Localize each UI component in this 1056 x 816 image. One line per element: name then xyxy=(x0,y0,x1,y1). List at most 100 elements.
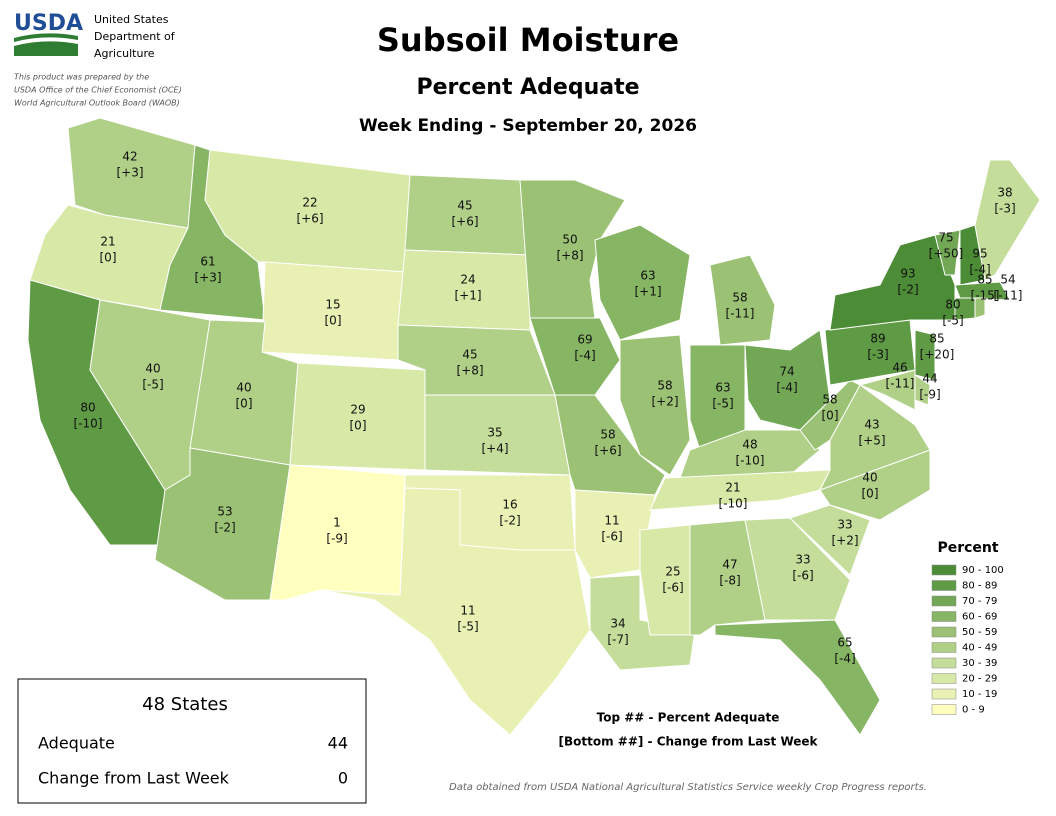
disclaimer: World Agricultural Outlook Board (WAOB) xyxy=(14,99,180,108)
state-change: [-5] xyxy=(142,378,163,392)
legend-label: 80 - 89 xyxy=(962,581,997,592)
summary-value: 44 xyxy=(328,734,348,753)
state-value: 40 xyxy=(236,381,251,395)
agency-line: Department of xyxy=(94,30,176,43)
state-change: [-6] xyxy=(662,581,683,595)
legend-label: 0 - 9 xyxy=(962,705,985,716)
state-change: [0] xyxy=(350,419,367,433)
summary-label: Adequate xyxy=(38,734,115,753)
legend-label: 60 - 69 xyxy=(962,612,997,623)
state-change: [-5] xyxy=(712,397,733,411)
state-change: [+3] xyxy=(116,166,143,180)
title: Subsoil Moisture xyxy=(377,21,679,59)
legend-swatch xyxy=(931,704,957,715)
legend-label: 20 - 29 xyxy=(962,674,997,685)
state-change: [+8] xyxy=(456,364,483,378)
state-change: [-5] xyxy=(942,314,963,328)
state xyxy=(714,619,881,736)
legend-swatch xyxy=(931,673,957,684)
week: Week Ending - September 20, 2026 xyxy=(359,116,697,136)
state-change: [+6] xyxy=(451,215,478,229)
state-value: 61 xyxy=(200,255,215,269)
legend-swatch xyxy=(931,642,957,653)
state-value: 42 xyxy=(122,150,137,164)
state-change: [-6] xyxy=(601,530,622,544)
state-change: [-9] xyxy=(326,532,347,546)
state-change: [+5] xyxy=(858,434,885,448)
state-change: [-10] xyxy=(736,454,765,468)
legend-swatch xyxy=(931,657,957,669)
state xyxy=(954,281,1011,301)
disclaimer: USDA Office of the Chief Economist (OCE) xyxy=(14,86,182,95)
state-change: [-7] xyxy=(607,633,628,647)
state-value: 11 xyxy=(460,604,475,618)
state-value: 58 xyxy=(822,393,837,407)
state-change: [+1] xyxy=(634,285,661,299)
state-change: [-2] xyxy=(214,521,235,535)
state-value: 85 xyxy=(977,273,992,287)
summary-box xyxy=(17,678,367,804)
summary-title: 48 States xyxy=(142,694,228,715)
state-value: 58 xyxy=(657,379,672,393)
disclaimer: This product was prepared by the xyxy=(14,73,149,82)
legend-title: Percent xyxy=(937,540,998,556)
state xyxy=(619,334,691,476)
state xyxy=(589,574,696,671)
state xyxy=(529,317,621,396)
logo-mark xyxy=(14,33,78,56)
legend-swatch xyxy=(931,564,957,576)
state xyxy=(974,297,986,319)
state-change: [-11] xyxy=(994,289,1023,303)
state-value: 63 xyxy=(640,269,655,283)
state-value: 45 xyxy=(457,199,472,213)
state-value: 1 xyxy=(333,516,341,530)
agency-line: Agriculture xyxy=(94,47,155,60)
summary-label: Change from Last Week xyxy=(38,769,230,788)
state-value: 53 xyxy=(217,505,232,519)
state-change: [+2] xyxy=(831,534,858,548)
legend-swatch xyxy=(931,580,957,591)
state-change: [+4] xyxy=(481,442,508,456)
state-value: 34 xyxy=(610,617,625,631)
state-value: 24 xyxy=(460,273,475,287)
state-change: [0] xyxy=(100,251,117,265)
legend-label: 40 - 49 xyxy=(962,643,997,654)
state-value: 21 xyxy=(100,235,115,249)
source: Data obtained from USDA National Agricul… xyxy=(449,782,927,793)
state-change: [+1] xyxy=(454,289,481,303)
state-value: 16 xyxy=(502,498,517,512)
state xyxy=(744,517,851,621)
state-change: [-15] xyxy=(971,289,1000,303)
state xyxy=(639,524,691,636)
state-change: [-6] xyxy=(792,569,813,583)
state-change: [-3] xyxy=(867,348,888,362)
state-value: 38 xyxy=(997,186,1012,200)
legend-label: 90 - 100 xyxy=(962,565,1004,576)
subtitle: Percent Adequate xyxy=(416,75,639,100)
state-value: 46 xyxy=(892,361,907,375)
state-value: 80 xyxy=(80,401,95,415)
state-change: [-4] xyxy=(574,349,595,363)
state xyxy=(649,469,831,511)
state-change: [-9] xyxy=(919,388,940,402)
state-value: 75 xyxy=(938,231,953,245)
state xyxy=(574,489,656,579)
state-change: [-4] xyxy=(969,263,990,277)
state xyxy=(914,329,936,381)
state-value: 58 xyxy=(600,428,615,442)
agency-line: United States xyxy=(94,13,169,26)
state-change: [-10] xyxy=(74,417,103,431)
state-value: 45 xyxy=(462,348,477,362)
state-value: 63 xyxy=(715,381,730,395)
legend-label: 50 - 59 xyxy=(962,627,997,638)
state-change: [-5] xyxy=(457,620,478,634)
state xyxy=(858,369,916,411)
state-value: 25 xyxy=(665,565,680,579)
state-value: 48 xyxy=(742,438,757,452)
state-change: [-3] xyxy=(994,202,1015,216)
state-value: 58 xyxy=(732,291,747,305)
state-value: 74 xyxy=(779,365,794,379)
legend-label: 30 - 39 xyxy=(962,658,997,669)
state xyxy=(554,394,666,496)
